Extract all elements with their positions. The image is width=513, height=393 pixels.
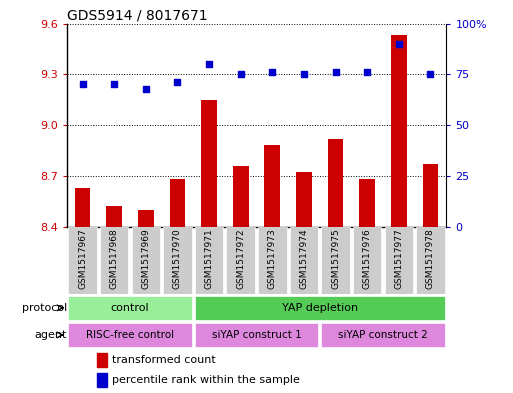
FancyBboxPatch shape	[258, 227, 287, 294]
Text: siYAP construct 1: siYAP construct 1	[212, 330, 301, 340]
Text: GSM1517968: GSM1517968	[110, 229, 119, 289]
Point	[268, 69, 277, 75]
FancyBboxPatch shape	[226, 227, 255, 294]
Bar	[138, 210, 154, 227]
FancyBboxPatch shape	[353, 227, 382, 294]
Point	[331, 69, 340, 75]
FancyBboxPatch shape	[131, 227, 160, 294]
Point	[173, 79, 182, 86]
FancyBboxPatch shape	[100, 227, 128, 294]
Text: GSM1517974: GSM1517974	[300, 229, 308, 289]
FancyBboxPatch shape	[290, 227, 318, 294]
Bar	[201, 100, 217, 227]
Text: YAP depletion: YAP depletion	[282, 303, 358, 313]
Bar	[328, 139, 344, 227]
Bar	[233, 166, 249, 227]
Text: transformed count: transformed count	[112, 355, 216, 365]
Point	[300, 71, 308, 77]
FancyBboxPatch shape	[321, 323, 445, 347]
FancyBboxPatch shape	[68, 296, 192, 320]
FancyBboxPatch shape	[195, 296, 445, 320]
Text: GSM1517978: GSM1517978	[426, 229, 435, 289]
Text: siYAP construct 2: siYAP construct 2	[338, 330, 428, 340]
FancyBboxPatch shape	[195, 323, 318, 347]
Text: GSM1517976: GSM1517976	[363, 229, 372, 289]
Point	[205, 61, 213, 67]
Text: GSM1517970: GSM1517970	[173, 229, 182, 289]
Text: GSM1517972: GSM1517972	[236, 229, 245, 289]
Text: GSM1517971: GSM1517971	[205, 229, 213, 289]
Bar	[169, 179, 185, 227]
FancyBboxPatch shape	[68, 323, 192, 347]
FancyBboxPatch shape	[321, 227, 350, 294]
Point	[363, 69, 371, 75]
Bar	[264, 145, 280, 227]
Bar	[74, 188, 90, 227]
Point	[236, 71, 245, 77]
Text: agent: agent	[35, 330, 67, 340]
Text: percentile rank within the sample: percentile rank within the sample	[112, 375, 300, 385]
Text: GSM1517969: GSM1517969	[141, 229, 150, 289]
Bar	[97, 373, 107, 387]
Bar	[106, 206, 122, 227]
FancyBboxPatch shape	[416, 227, 445, 294]
Bar	[391, 35, 407, 227]
Bar	[296, 173, 312, 227]
Text: protocol: protocol	[22, 303, 67, 313]
Bar	[97, 353, 107, 367]
Text: control: control	[111, 303, 149, 313]
FancyBboxPatch shape	[163, 227, 192, 294]
Bar	[423, 164, 439, 227]
Text: RISC-free control: RISC-free control	[86, 330, 174, 340]
Text: GSM1517977: GSM1517977	[394, 229, 403, 289]
Point	[394, 41, 403, 47]
Text: GSM1517967: GSM1517967	[78, 229, 87, 289]
Point	[78, 81, 87, 88]
Point	[142, 85, 150, 92]
FancyBboxPatch shape	[195, 227, 223, 294]
Text: GSM1517973: GSM1517973	[268, 229, 277, 289]
Text: GSM1517975: GSM1517975	[331, 229, 340, 289]
FancyBboxPatch shape	[68, 227, 97, 294]
Text: GDS5914 / 8017671: GDS5914 / 8017671	[67, 8, 207, 22]
FancyBboxPatch shape	[385, 227, 413, 294]
Point	[110, 81, 118, 88]
Point	[426, 71, 435, 77]
Bar	[359, 179, 375, 227]
